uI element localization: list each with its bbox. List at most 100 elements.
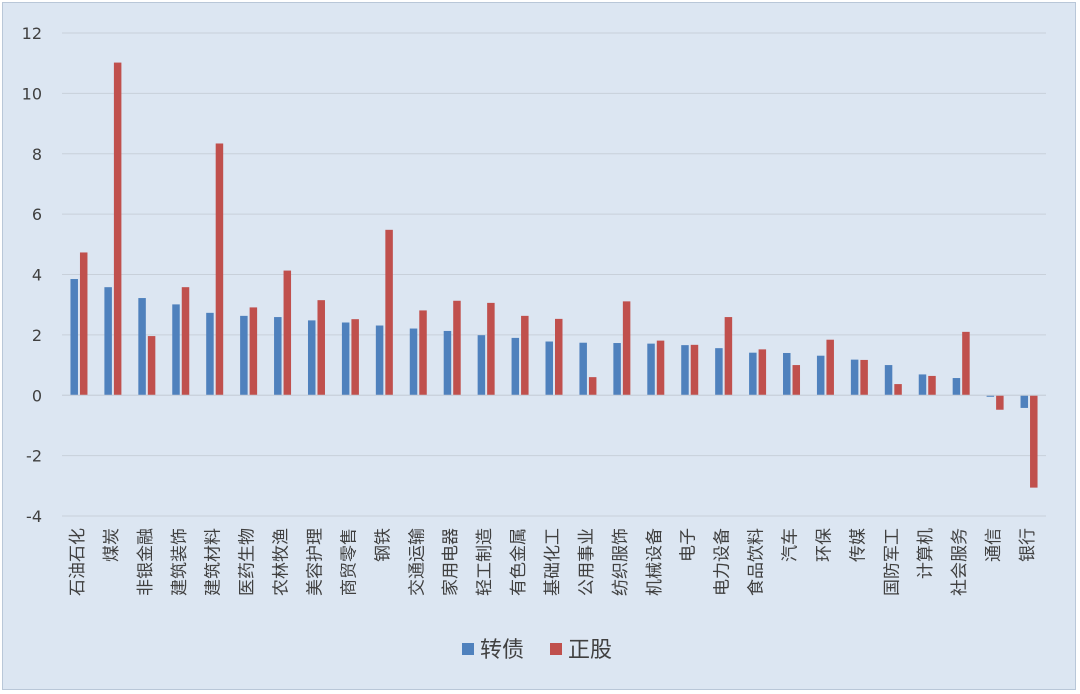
y-tick-label: -4 [26, 507, 42, 526]
bar-stock [826, 339, 834, 396]
category-label: 基础化工 [543, 528, 563, 596]
legend-label: 正股 [568, 638, 612, 663]
legend-swatch [550, 643, 562, 655]
y-tick-label: 10 [22, 84, 42, 103]
legend: 转债 正股 [462, 638, 612, 663]
bar-convertible [206, 312, 214, 396]
bar-convertible [952, 378, 961, 396]
bar-stock [181, 287, 190, 396]
bar-stock [656, 340, 665, 396]
category-label: 公用事业 [577, 528, 597, 596]
bar-stock [215, 143, 224, 396]
category-label: 传媒 [848, 528, 868, 562]
bar-stock [928, 375, 936, 396]
category-label: 食品饮料 [747, 528, 767, 596]
y-tick-label: 2 [32, 326, 42, 345]
bar-stock [622, 301, 631, 396]
category-label: 电子 [679, 528, 699, 562]
bar-stock [690, 344, 699, 396]
bar-stock [588, 377, 597, 396]
category-label: 农林牧渔 [272, 528, 292, 596]
bar-convertible [341, 322, 350, 396]
bar-convertible [884, 365, 893, 396]
category-label: 纺织服饰 [611, 528, 631, 596]
category-label: 建筑材料 [204, 528, 224, 596]
category-label: 通信 [984, 528, 1004, 562]
category-label: 机械设备 [645, 528, 665, 596]
bar-stock [317, 300, 325, 396]
y-axis-tick-labels: 12 10 8 6 4 2 0 -2 -4 [22, 24, 42, 526]
category-label: 石油石化 [68, 528, 88, 596]
bar-convertible [613, 343, 621, 396]
bar-convertible [274, 317, 282, 396]
bar-stock [487, 302, 495, 396]
bar-stock [283, 270, 292, 396]
category-label: 社会服务 [950, 528, 970, 596]
y-tick-label: 6 [32, 205, 42, 224]
category-label: 煤炭 [102, 528, 122, 562]
x-axis-category-labels: 石油石化 煤炭 非银金融 建筑装饰 建筑材料 医药生物 农林牧渔 美容护理 商贸零售 钢铁 交通运输… [68, 528, 1038, 596]
bar-stock [249, 307, 258, 396]
category-label: 商贸零售 [339, 528, 359, 596]
category-label: 计算机 [916, 528, 936, 579]
bar-stock [521, 315, 529, 396]
category-label: 医药生物 [238, 528, 258, 596]
category-label: 家用电器 [441, 528, 461, 596]
category-label: 环保 [814, 528, 834, 562]
bar-convertible [172, 304, 180, 396]
bar-stock [860, 359, 868, 396]
bar-convertible [443, 330, 452, 396]
bar-convertible [681, 345, 689, 396]
bar-stock [351, 319, 359, 396]
bar-stock [996, 395, 1004, 410]
bar-stock [792, 365, 801, 396]
category-label: 交通运输 [407, 528, 427, 596]
bar-stock [894, 384, 902, 396]
y-tick-label: -2 [26, 447, 42, 466]
category-label: 轻工制造 [475, 528, 495, 596]
bar-convertible [375, 325, 384, 396]
bar-stock [79, 252, 88, 396]
category-label: 电力设备 [713, 528, 733, 596]
category-label: 汽车 [781, 528, 801, 562]
bar-stock [147, 336, 156, 396]
bar-convertible [1020, 395, 1029, 408]
bar-convertible [579, 342, 587, 396]
category-label: 国防军工 [882, 528, 902, 596]
bar-stock [962, 331, 970, 396]
category-label: 银行 [1018, 528, 1038, 562]
bar-stock [385, 229, 393, 396]
category-label: 钢铁 [373, 528, 393, 562]
bar-convertible [783, 352, 791, 396]
bar-convertible [104, 287, 112, 396]
category-label: 美容护理 [305, 528, 325, 596]
bar-convertible [816, 355, 825, 396]
bar-convertible [918, 374, 927, 396]
bar-convertible [409, 328, 418, 396]
category-label: 有色金属 [509, 528, 529, 596]
bar-convertible [240, 315, 248, 396]
bar-stock [1030, 395, 1038, 488]
bar-convertible [749, 352, 757, 396]
bar-convertible [545, 341, 553, 396]
bar-convertible [715, 348, 723, 396]
y-tick-label: 4 [32, 266, 42, 285]
bar-convertible [511, 337, 520, 396]
bar-convertible [850, 359, 859, 396]
bar-convertible [986, 395, 995, 397]
y-tick-label: 12 [22, 24, 42, 43]
bar-convertible [138, 298, 146, 396]
bar-stock [555, 318, 563, 396]
legend-label: 转债 [480, 638, 524, 663]
bar-stock [758, 349, 767, 396]
bar-convertible [647, 343, 655, 396]
bar-stock [724, 317, 733, 396]
bar-convertible [307, 320, 316, 396]
category-label: 建筑装饰 [170, 528, 190, 596]
bar-convertible [70, 279, 78, 396]
bar-convertible [477, 335, 486, 396]
category-label: 非银金融 [136, 528, 156, 596]
bars [70, 62, 1038, 488]
